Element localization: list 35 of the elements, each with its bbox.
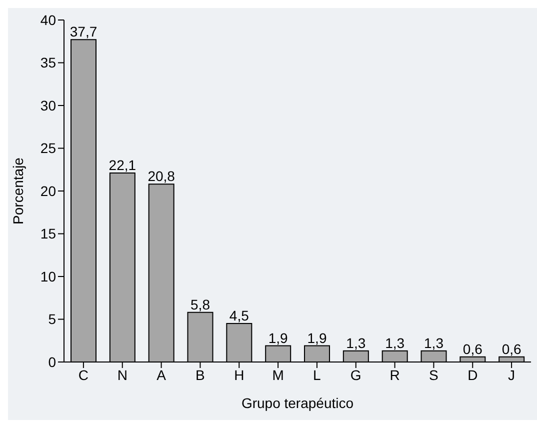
y-tick-label: 5: [48, 311, 56, 328]
x-tick-label: L: [313, 366, 322, 383]
x-tick-label: D: [468, 366, 478, 383]
data-label: 0,6: [462, 340, 483, 357]
x-tick-label: A: [156, 366, 167, 383]
data-label: 1,3: [424, 334, 444, 351]
y-axis-title: Porcentaje: [10, 157, 26, 224]
y-tick-label: 25: [40, 140, 56, 156]
data-label: 37,7: [70, 24, 98, 40]
x-tick-label: B: [196, 366, 205, 383]
x-tick-label: R: [390, 366, 400, 383]
data-label: 1,9: [268, 330, 288, 346]
y-tick-label: 20: [40, 182, 56, 199]
data-label: 1,9: [307, 330, 327, 346]
y-tick-label: 35: [40, 54, 56, 71]
data-label: 20,8: [148, 168, 176, 184]
y-tick-label: 30: [40, 97, 56, 114]
x-tick-label: C: [78, 366, 89, 383]
data-label: 1,3: [346, 334, 366, 351]
data-label: 5,8: [190, 296, 210, 312]
x-tick-label: H: [234, 366, 244, 383]
y-tick-label: 0: [48, 354, 56, 370]
x-axis-title: Grupo terapéutico: [241, 395, 354, 411]
x-tick-label: J: [508, 366, 516, 383]
y-tick-label: 40: [40, 12, 56, 28]
x-tick-label: S: [429, 366, 438, 383]
data-label: 1,3: [385, 334, 405, 351]
x-tick-label: G: [350, 366, 362, 383]
x-tick-label: N: [117, 366, 128, 383]
data-label: 4,5: [229, 308, 250, 324]
y-tick-label: 10: [40, 268, 56, 284]
y-tick-label: 15: [40, 226, 56, 242]
x-tick-label: M: [272, 366, 284, 383]
data-label: 22,1: [108, 157, 136, 174]
data-label: 0,6: [502, 340, 522, 357]
